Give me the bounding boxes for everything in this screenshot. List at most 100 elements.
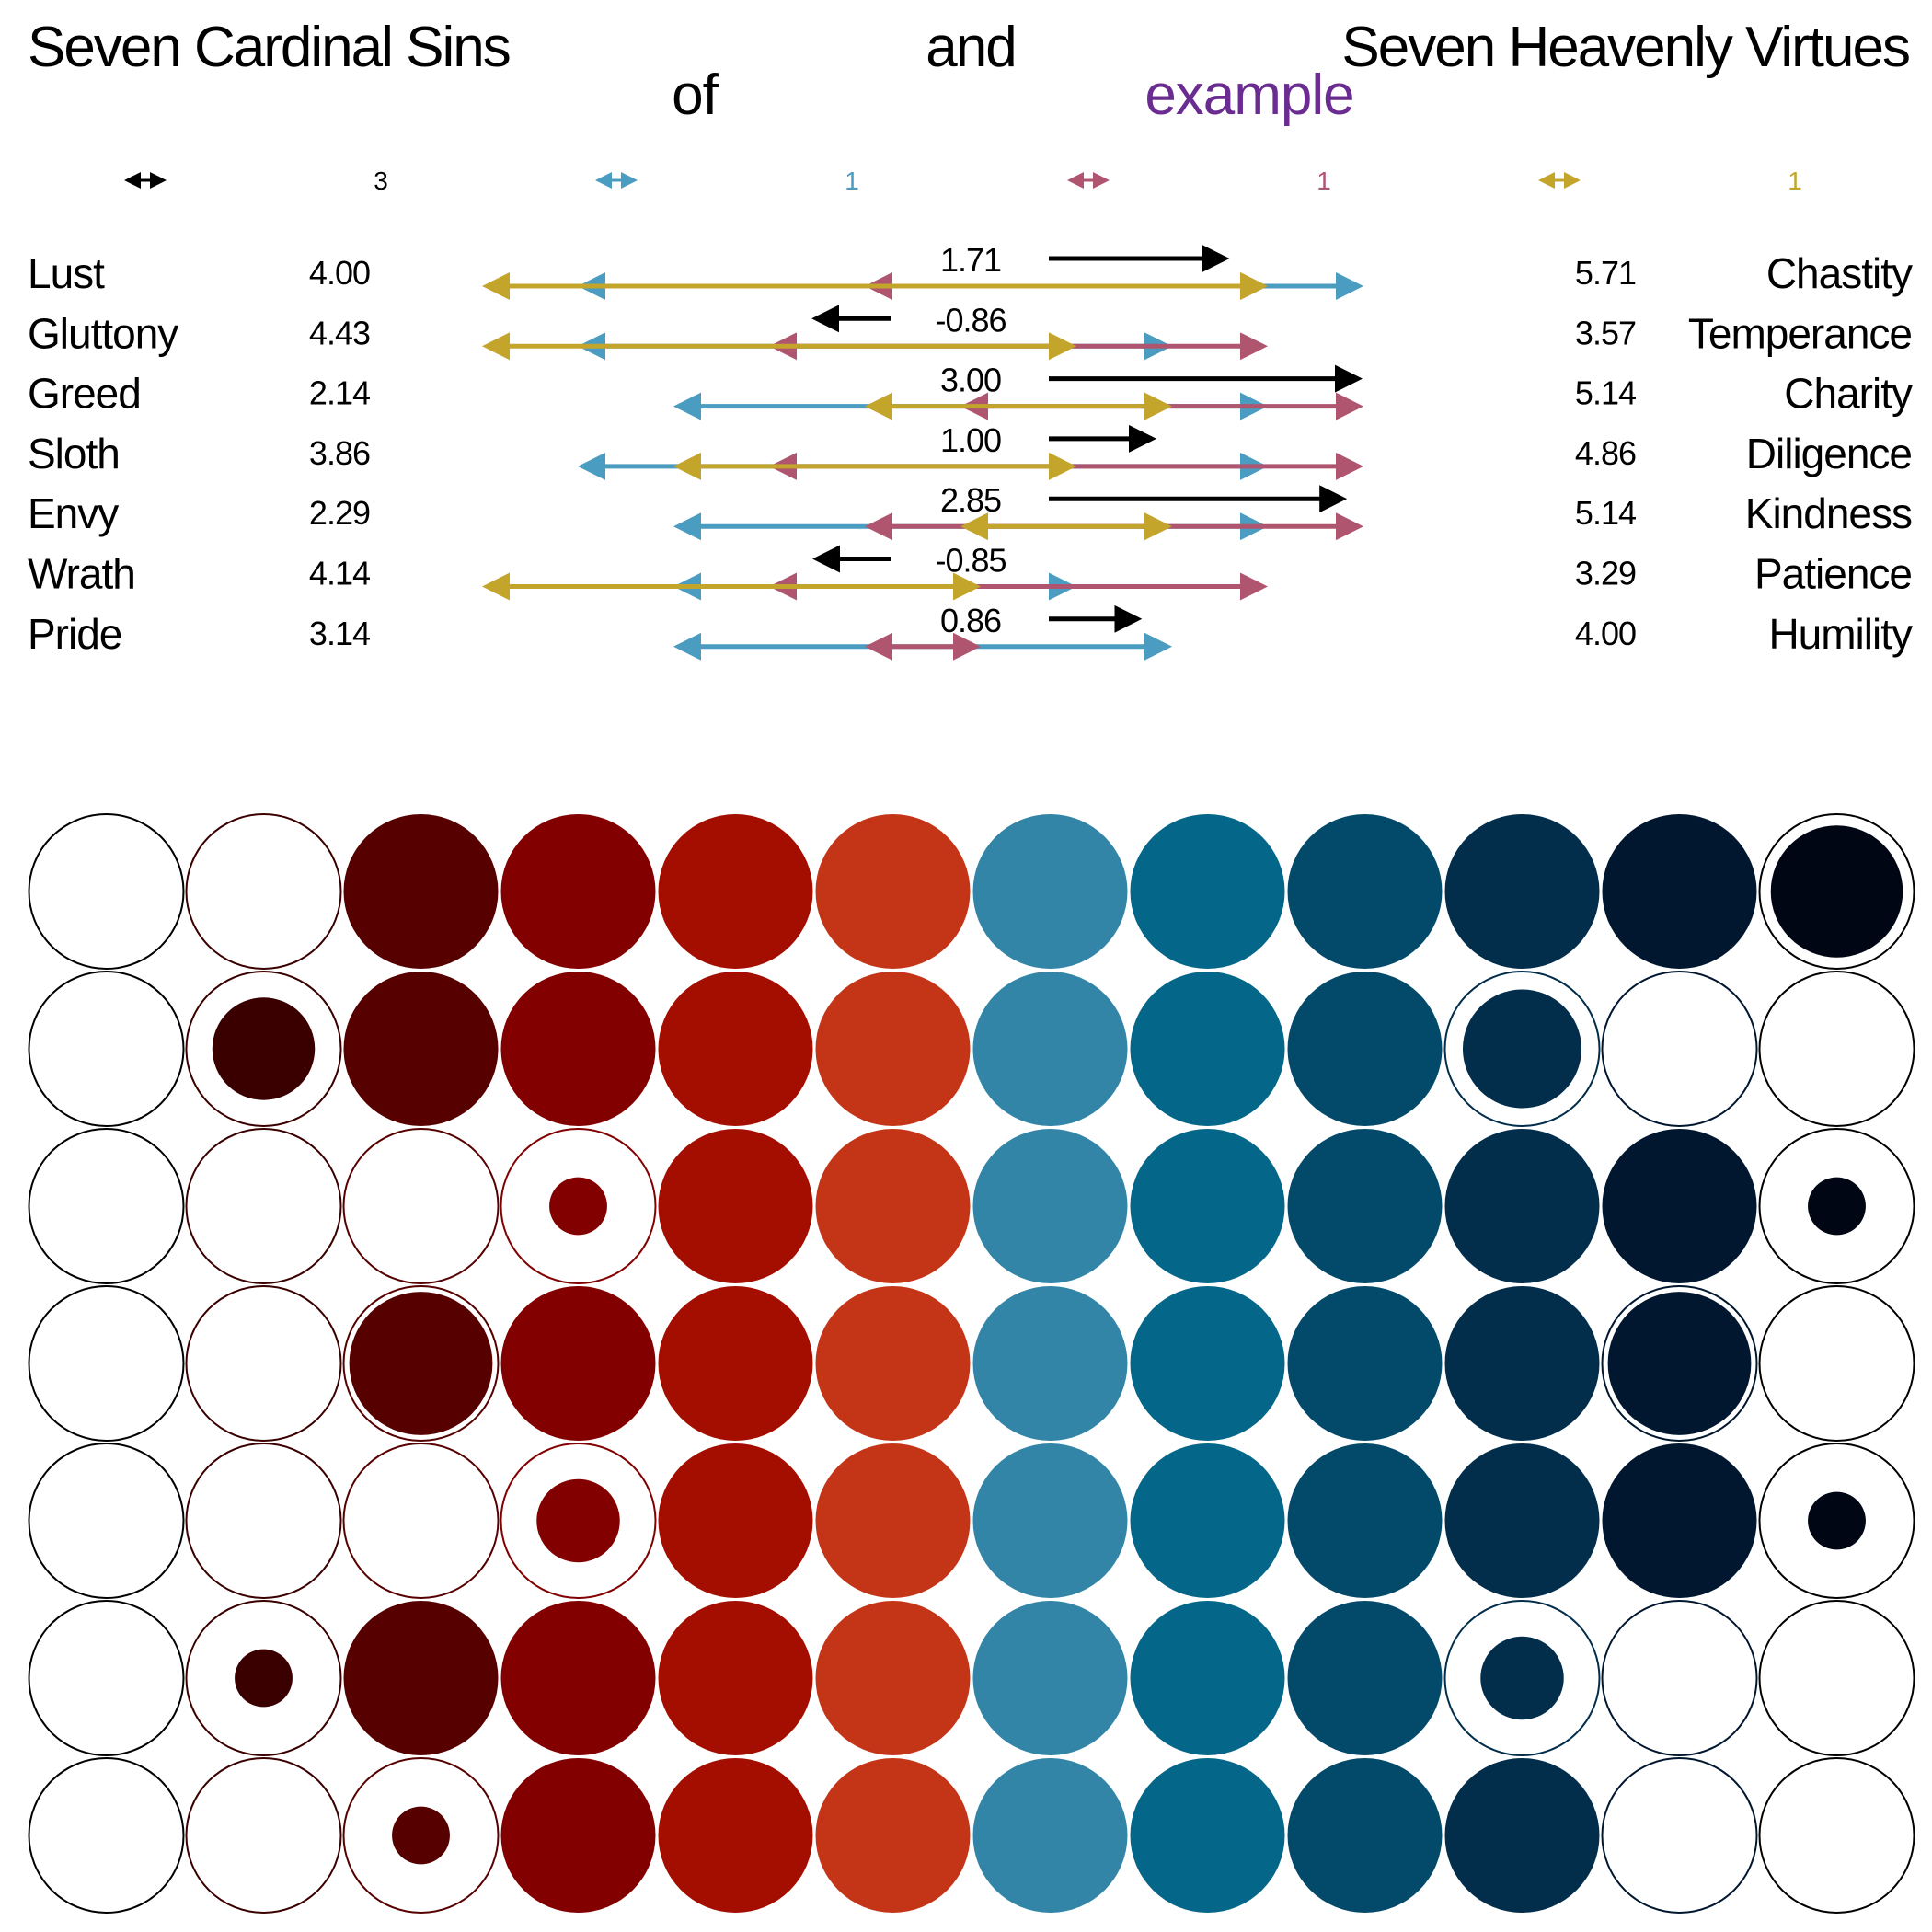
matrix-dot-outline [28, 1285, 185, 1442]
matrix-dot [343, 972, 499, 1126]
matrix-dot [658, 1601, 813, 1755]
matrix-dot [1602, 1443, 1757, 1598]
matrix-dot [972, 1129, 1128, 1283]
matrix-dot [815, 814, 971, 969]
matrix-dot [815, 1443, 971, 1598]
virtue-label: Kindness [1745, 489, 1912, 537]
matrix-dot [500, 814, 656, 969]
matrix-dot-outline [1758, 1757, 1915, 1914]
matrix-dot [500, 1601, 656, 1755]
matrix-dot-outline [28, 1443, 185, 1599]
subject-name: example [1144, 63, 1353, 127]
matrix-dot [1130, 1286, 1285, 1441]
virtue-label: Humility [1768, 610, 1913, 658]
matrix-dot [658, 1443, 813, 1598]
matrix-dot [972, 1758, 1128, 1913]
matrix-dot-outline [185, 1128, 342, 1284]
virtue-value: 4.00 [1575, 615, 1636, 652]
virtue-value: 4.86 [1575, 434, 1636, 472]
matrix-dot [1130, 1758, 1285, 1913]
matrix-dot-partial [392, 1806, 450, 1865]
sin-value: 3.86 [309, 434, 370, 472]
row-wrath: Wrath 4.14 3.29 Patience -0.85 [28, 542, 1913, 601]
matrix-dot-outline [185, 1285, 342, 1442]
matrix-dot [815, 972, 971, 1126]
legend-value: 1 [845, 167, 859, 195]
matrix-dot [972, 1286, 1128, 1441]
row-greed: Greed 2.14 5.14 Charity 3.00 [28, 362, 1914, 420]
legend-value: 1 [1317, 167, 1331, 195]
matrix-dot [1287, 1443, 1443, 1598]
difference-label: 1.00 [940, 421, 1001, 459]
matrix-dot-outline [185, 1757, 342, 1914]
matrix-dot [343, 1601, 499, 1755]
matrix-dot [658, 972, 813, 1126]
matrix-dot-outline [1758, 1285, 1915, 1442]
matrix-dot [1287, 1758, 1443, 1913]
matrix-dot-partial [1480, 1636, 1564, 1720]
matrix-dot [500, 1286, 656, 1441]
matrix-dot [1287, 972, 1443, 1126]
subtitle-of: of [672, 63, 719, 127]
sin-value: 4.00 [309, 254, 370, 292]
matrix-dot-partial [1607, 1292, 1752, 1435]
matrix-dot [1602, 814, 1757, 969]
rows: Lust 4.00 5.71 Chastity 1.71 Gluttony 4.43 3.57… [28, 241, 1914, 661]
sin-label: Wrath [28, 550, 135, 598]
matrix-dot [972, 972, 1128, 1126]
virtue-value: 5.14 [1575, 494, 1636, 532]
matrix-dot-outline [1601, 1600, 1758, 1756]
matrix-dot [1130, 1129, 1285, 1283]
virtue-value: 5.14 [1575, 374, 1636, 412]
matrix-dot-outline [1601, 1757, 1758, 1914]
matrix-dot-outline [185, 1443, 342, 1599]
matrix-dot-outline [28, 1757, 185, 1914]
matrix-dot [815, 1601, 971, 1755]
matrix-dot-partial [1808, 1177, 1866, 1236]
matrix-dot-partial [1462, 989, 1582, 1109]
matrix-dot [658, 1286, 813, 1441]
virtue-label: Temperance [1688, 309, 1912, 357]
matrix-dot [1444, 1443, 1600, 1598]
matrix-dot-partial [212, 997, 316, 1100]
sin-value: 4.14 [309, 555, 370, 592]
matrix-dot [1130, 972, 1285, 1126]
matrix-dot [815, 1758, 971, 1913]
matrix-dot-partial [235, 1649, 293, 1708]
matrix-dot [1287, 814, 1443, 969]
matrix-dot [1444, 1129, 1600, 1283]
conjunction: and [926, 16, 1015, 79]
virtue-label: Chastity [1766, 249, 1913, 297]
matrix-dot [972, 1443, 1128, 1598]
matrix-dot [1130, 1443, 1285, 1598]
matrix-dot-partial [549, 1177, 607, 1236]
matrix-dot-outline [185, 813, 342, 970]
matrix-dot [1130, 1601, 1285, 1755]
left-title: Seven Cardinal Sins [28, 16, 510, 79]
matrix-dot [1444, 1758, 1600, 1913]
matrix-dot-outline [342, 1128, 500, 1284]
sin-value: 2.29 [309, 494, 370, 532]
difference-label: 3.00 [940, 362, 1001, 399]
matrix-dot [1287, 1601, 1443, 1755]
row-sloth: Sloth 3.86 4.86 Diligence 1.00 [28, 421, 1913, 480]
sin-label: Gluttony [28, 309, 178, 357]
matrix-dot [815, 1286, 971, 1441]
virtue-label: Patience [1754, 550, 1912, 598]
matrix-dot [972, 1601, 1128, 1755]
matrix-dot [1444, 1286, 1600, 1441]
matrix-dot [658, 1758, 813, 1913]
virtue-label: Diligence [1746, 430, 1912, 477]
difference-label: -0.86 [935, 301, 1006, 339]
matrix-dot [815, 1129, 971, 1283]
matrix-dot-outline [1601, 971, 1758, 1127]
matrix-dot [658, 814, 813, 969]
matrix-dot-partial [1808, 1491, 1866, 1550]
row-gluttony: Gluttony 4.43 3.57 Temperance -0.86 [28, 301, 1913, 361]
matrix-dot-outline [1758, 971, 1915, 1127]
difference-label: 1.71 [940, 241, 1001, 279]
row-lust: Lust 4.00 5.71 Chastity 1.71 [28, 241, 1914, 300]
matrix-dot-outline [28, 1128, 185, 1284]
matrix-dot-outline [342, 1443, 500, 1599]
